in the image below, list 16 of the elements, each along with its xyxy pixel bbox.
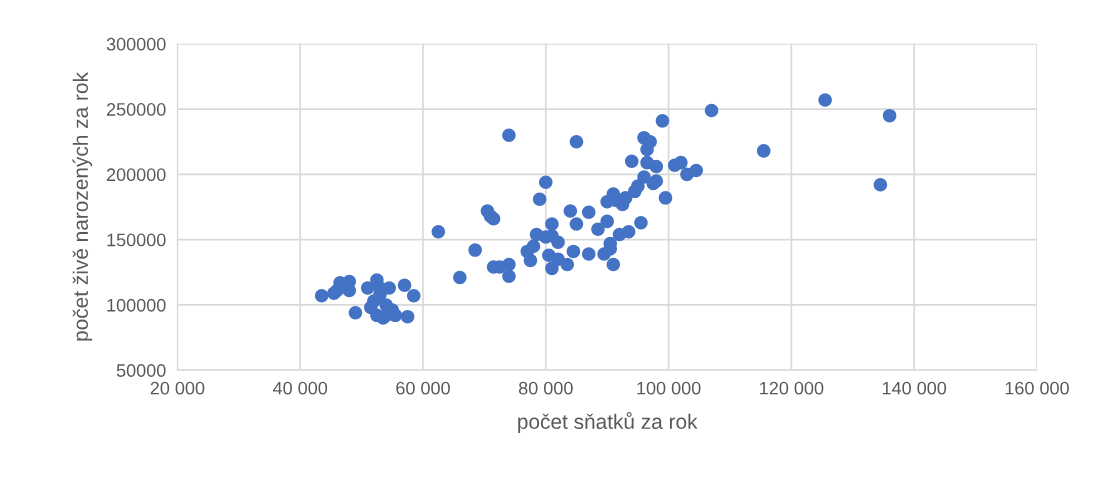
x-tick-label: 60 000 xyxy=(396,381,450,395)
x-axis-title: počet sňatků za rok xyxy=(518,412,698,434)
x-tick-label: 20 000 xyxy=(150,381,205,395)
y-tick-label: 50000 xyxy=(116,364,166,377)
y-tick-label: 300000 xyxy=(106,37,166,51)
x-tick-label: 100 000 xyxy=(637,381,701,395)
x-tick-label: 120 000 xyxy=(760,381,824,395)
y-tick-label: 250000 xyxy=(106,103,166,116)
y-tick-label: 100000 xyxy=(107,298,166,312)
x-tick-label: 160 000 xyxy=(1005,381,1069,395)
x-tick-label: 140 000 xyxy=(882,381,947,395)
y-tick-label: 150000 xyxy=(107,233,166,247)
x-tick-label: 40 000 xyxy=(272,381,328,395)
y-tick-label: 200000 xyxy=(106,168,166,182)
y-axis-title: počet živě narozených za rok xyxy=(72,72,93,341)
x-tick-label: 80 000 xyxy=(518,381,573,395)
